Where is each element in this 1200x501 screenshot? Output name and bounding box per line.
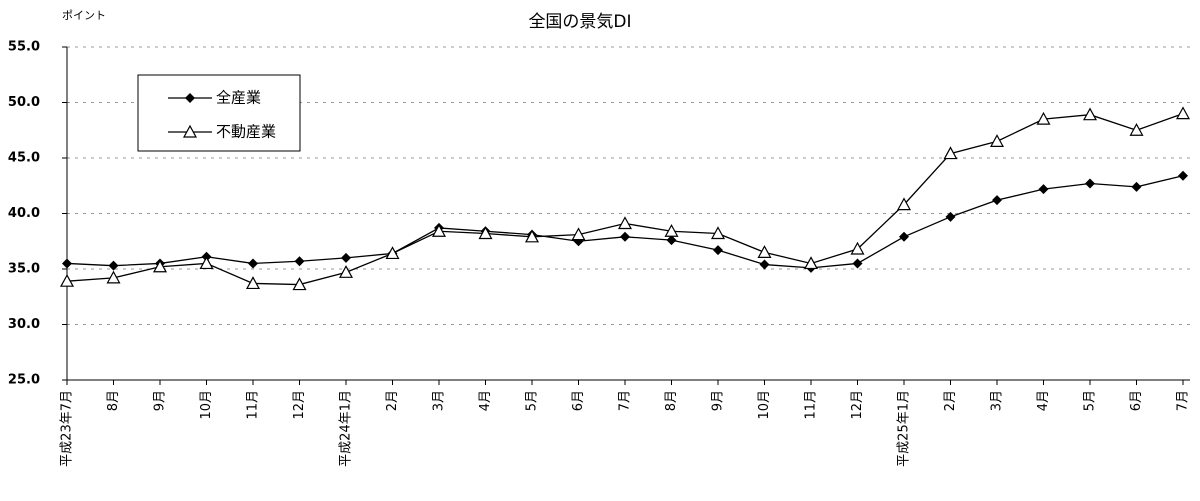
data-point	[245, 276, 261, 290]
x-tick-label: 12月	[292, 390, 307, 420]
data-point	[1178, 170, 1188, 181]
x-tick-label: 2月	[943, 390, 958, 411]
y-tick-label: 50.0	[8, 95, 40, 110]
x-tick-label: 9月	[711, 390, 726, 411]
data-point	[1129, 122, 1144, 136]
data-point	[757, 245, 772, 258]
y-tick-label: 25.0	[8, 373, 40, 388]
data-point	[341, 252, 351, 263]
data-point	[1131, 181, 1142, 192]
data-point	[62, 258, 72, 269]
data-point	[524, 229, 540, 243]
y-tick-label: 55.0	[8, 40, 40, 55]
y-tick-label: 45.0	[8, 151, 40, 166]
x-tick-label: 7月	[1176, 390, 1191, 411]
data-point	[385, 246, 400, 260]
data-point	[571, 227, 586, 241]
data-point	[185, 93, 195, 103]
x-tick-label: 8月	[664, 390, 679, 411]
data-point	[248, 258, 258, 269]
data-point	[664, 224, 679, 237]
x-tick-label: 6月	[1129, 390, 1144, 411]
data-point	[850, 241, 865, 255]
x-tick-label: 11月	[804, 390, 819, 420]
legend-label: 全産業	[216, 89, 261, 107]
data-point	[478, 226, 493, 240]
data-point	[108, 260, 119, 271]
data-point	[182, 124, 198, 138]
x-tick-label: 平成24年1月	[339, 390, 354, 467]
data-point	[152, 259, 168, 273]
x-tick-label: 6月	[571, 390, 586, 411]
x-tick-label: 5月	[525, 390, 540, 411]
data-point	[710, 226, 726, 240]
data-point	[1082, 107, 1098, 121]
data-point	[431, 224, 447, 237]
x-tick-label: 4月	[478, 390, 493, 411]
data-point	[1036, 111, 1051, 125]
chart-title: 全国の景気DI	[528, 12, 631, 32]
y-tick-label: 35.0	[8, 262, 40, 277]
x-tick-label: 7月	[618, 390, 633, 411]
x-tick-label: 3月	[990, 390, 1005, 411]
data-point	[59, 273, 75, 287]
data-point	[713, 245, 723, 256]
x-tick-label: 10月	[199, 390, 214, 420]
data-point	[992, 195, 1002, 206]
data-point	[106, 270, 121, 284]
data-point	[199, 256, 214, 270]
data-point	[945, 211, 956, 222]
legend-box	[137, 74, 301, 152]
data-point	[617, 216, 633, 230]
x-tick-label: 4月	[1036, 390, 1051, 411]
x-tick-label: 9月	[153, 390, 168, 411]
y-axis-label: ポイント	[62, 9, 106, 22]
y-tick-label: 30.0	[8, 317, 40, 332]
data-point	[1085, 178, 1095, 189]
data-point	[989, 134, 1005, 147]
x-tick-label: 12月	[850, 390, 865, 420]
x-tick-label: 3月	[432, 390, 447, 411]
data-point	[899, 231, 909, 242]
legend-label: 不動産業	[216, 123, 276, 141]
x-tick-label: 平成25年1月	[897, 390, 912, 467]
x-tick-label: 5月	[1083, 390, 1098, 411]
data-point	[292, 277, 307, 291]
data-point	[1175, 106, 1191, 120]
data-point	[338, 265, 354, 278]
data-point	[803, 256, 819, 270]
x-tick-label: 10月	[757, 390, 772, 420]
data-point	[852, 258, 863, 269]
data-point	[759, 259, 770, 270]
data-point	[620, 231, 630, 242]
y-tick-label: 40.0	[8, 206, 40, 221]
data-point	[1038, 184, 1049, 195]
x-tick-label: 2月	[385, 390, 400, 411]
x-tick-label: 8月	[106, 390, 121, 411]
data-point	[896, 197, 912, 211]
x-tick-label: 平成23年7月	[60, 390, 75, 467]
data-point	[294, 256, 305, 267]
data-point	[666, 235, 677, 246]
data-point	[943, 146, 958, 160]
x-tick-label: 11月	[246, 390, 261, 420]
